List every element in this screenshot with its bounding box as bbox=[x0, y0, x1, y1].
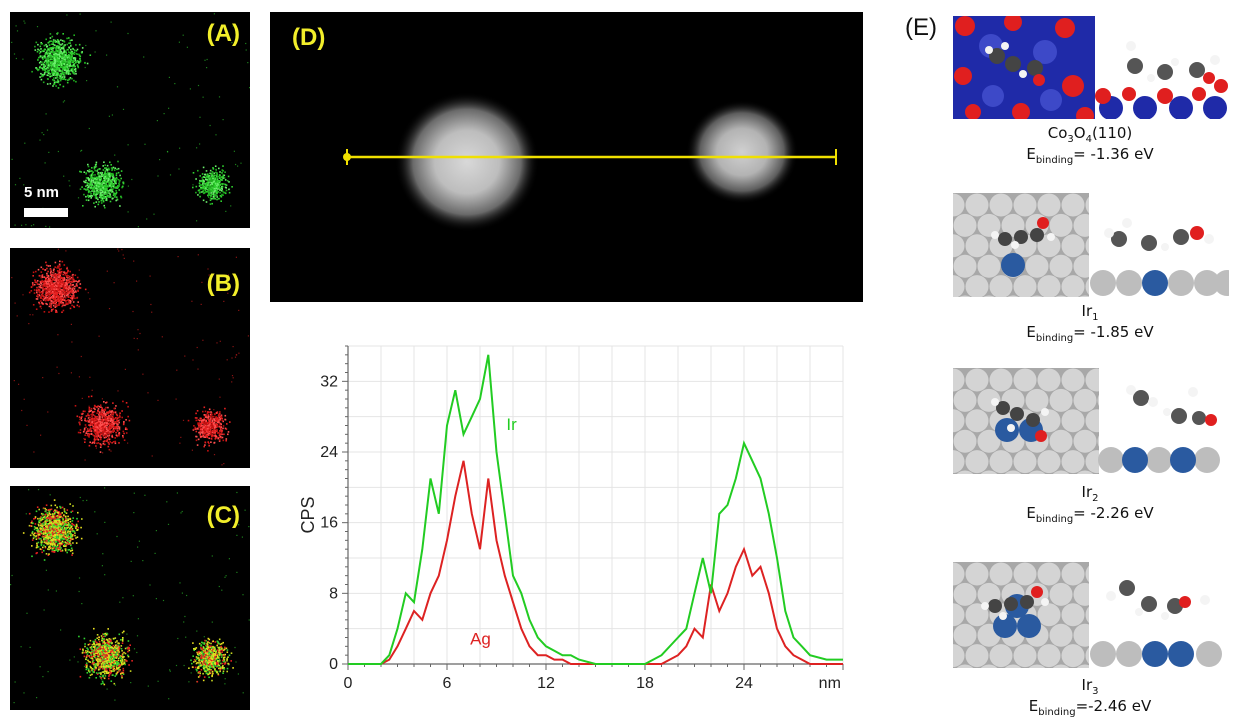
y-tick-label: 0 bbox=[329, 656, 338, 673]
structure-2-caption: Ir1 Ebinding= -1.85 eV bbox=[1000, 302, 1180, 344]
panel-c-overlay-map: (C) bbox=[10, 486, 250, 710]
structure-1-name: Co3O4(110) bbox=[1047, 124, 1133, 145]
panel-e-letter: (E) bbox=[905, 14, 937, 41]
overlay-map-canvas bbox=[10, 487, 250, 704]
co3o4-structure-image bbox=[953, 16, 1229, 119]
panel-d-letter: (D) bbox=[292, 24, 326, 51]
structure-4-caption: Ir3 Ebinding=-2.46 eV bbox=[1000, 676, 1180, 718]
scale-bar bbox=[24, 208, 68, 217]
y-tick-label: 16 bbox=[320, 515, 338, 532]
structure-3-caption: Ir2 Ebinding= -2.26 eV bbox=[1000, 483, 1180, 525]
structure-4-name: Ir3 bbox=[1081, 676, 1099, 697]
line-profile-marker bbox=[343, 149, 837, 165]
structure-3-energy: Ebinding= -2.26 eV bbox=[1026, 504, 1154, 525]
structure-2-energy: Ebinding= -1.85 eV bbox=[1026, 323, 1154, 344]
panel-d-haadf-image: (D) bbox=[270, 12, 863, 302]
structure-2-name: Ir1 bbox=[1081, 302, 1099, 323]
structure-1-caption: Co3O4(110) Ebinding= -1.36 eV bbox=[1000, 124, 1180, 166]
structure-1-energy: Ebinding= -1.36 eV bbox=[1026, 145, 1154, 166]
series-line-ag bbox=[348, 460, 843, 665]
panel-a-letter: (A) bbox=[206, 20, 240, 47]
panel-b-letter: (B) bbox=[206, 270, 240, 297]
y-axis-label: CPS bbox=[300, 496, 318, 533]
y-tick-label: 24 bbox=[320, 444, 338, 461]
ir2-structure-image bbox=[953, 368, 1229, 474]
x-tick-label: 6 bbox=[443, 675, 452, 692]
panel-c-letter: (C) bbox=[206, 502, 240, 529]
x-tick-label: 18 bbox=[636, 675, 654, 692]
ir1-structure-image bbox=[953, 193, 1229, 297]
x-tick-label: 0 bbox=[344, 675, 353, 692]
x-tick-label: 12 bbox=[537, 675, 555, 692]
ir-map-canvas bbox=[11, 13, 250, 228]
series-line-ir bbox=[348, 354, 843, 665]
haadf-canvas bbox=[343, 92, 837, 232]
structure-3-name: Ir2 bbox=[1081, 483, 1099, 504]
line-profile-chart: 0 6 12 18 24 0 8 16 24 32 nm CPS Ir Ag bbox=[300, 345, 844, 692]
particle-1 bbox=[395, 92, 539, 232]
particle-2 bbox=[686, 100, 798, 204]
ir3-structure-image bbox=[953, 562, 1229, 668]
series-label-ag: Ag bbox=[470, 630, 491, 649]
y-tick-label: 32 bbox=[320, 373, 338, 390]
structure-4-energy: Ebinding=-2.46 eV bbox=[1028, 697, 1152, 718]
series-label-ir: Ir bbox=[506, 415, 517, 434]
ag-map-canvas bbox=[11, 248, 249, 466]
x-axis-label: nm bbox=[819, 675, 841, 692]
y-tick-label: 8 bbox=[329, 585, 338, 602]
scale-label: 5 nm bbox=[24, 184, 60, 201]
x-tick-label: 24 bbox=[735, 675, 753, 692]
panel-a-ir-map: (A) 5 nm bbox=[10, 12, 250, 228]
panel-b-ag-map: (B) bbox=[10, 248, 250, 468]
chart-grid bbox=[347, 345, 844, 665]
